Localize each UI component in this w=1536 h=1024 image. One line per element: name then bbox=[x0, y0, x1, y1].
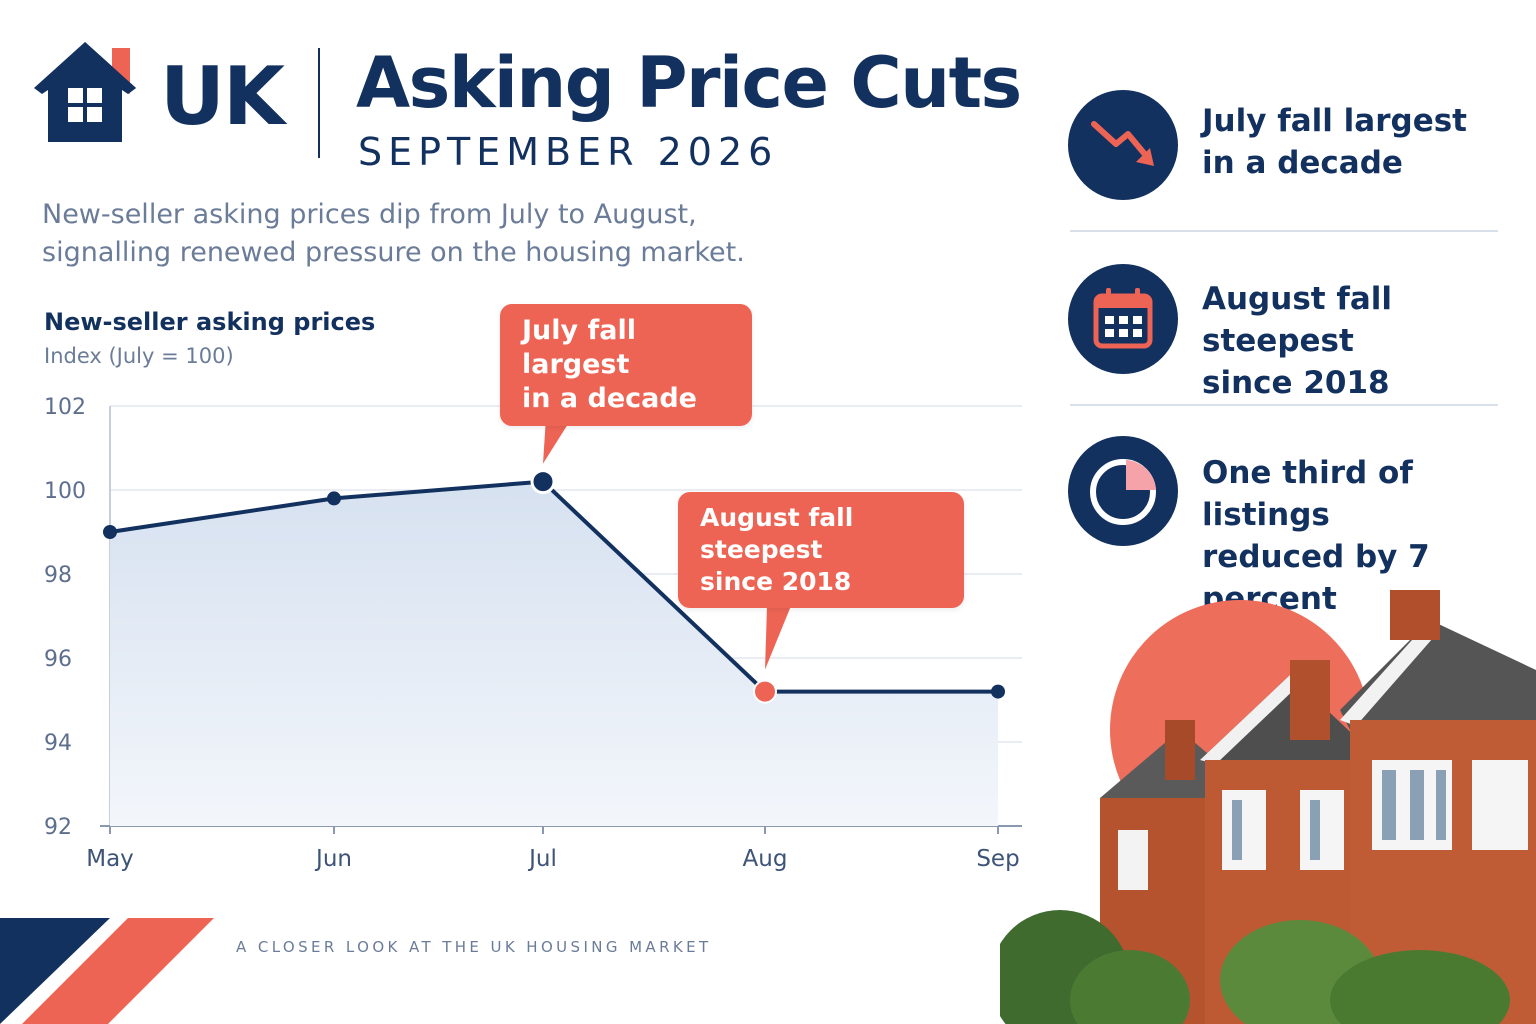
callout-august-line-2: since 2018 bbox=[700, 567, 852, 596]
header-divider bbox=[318, 48, 320, 158]
intro-line-2: signalling renewed pressure on the housi… bbox=[42, 237, 745, 268]
callout-august-line-1: August fall steepest bbox=[700, 503, 854, 564]
highlight-3-text: One third of listings reduced by 7 perce… bbox=[1202, 452, 1522, 620]
divider bbox=[1070, 230, 1498, 232]
x-tick-label-may: May bbox=[86, 846, 134, 872]
data-point-sep bbox=[991, 684, 1005, 699]
highlight-3-line-1: One third of listings bbox=[1202, 455, 1413, 533]
calendar-icon bbox=[1093, 288, 1153, 349]
data-point-jun bbox=[327, 491, 341, 506]
page-date: SEPTEMBER 2026 bbox=[358, 130, 779, 174]
highlight-1-line-1: July fall largest bbox=[1202, 103, 1467, 139]
pie-chart-icon bbox=[1090, 459, 1156, 525]
highlight-1-icon-wrap bbox=[1068, 90, 1178, 200]
chart-subtitle: Index (July = 100) bbox=[44, 344, 234, 368]
highlight-2-icon-wrap bbox=[1068, 264, 1178, 374]
highlight-3-icon-wrap bbox=[1068, 436, 1178, 546]
callout-july: July fall largest in a decade bbox=[500, 304, 752, 426]
y-tick-label: 98 bbox=[44, 563, 72, 588]
highlight-3-line-2: reduced by 7 percent bbox=[1202, 539, 1430, 617]
highlight-1-line-2: in a decade bbox=[1202, 145, 1403, 181]
y-tick-label: 100 bbox=[44, 479, 86, 504]
chart-title: New-seller asking prices bbox=[44, 308, 376, 336]
y-tick-label: 92 bbox=[44, 815, 72, 840]
data-point-aug bbox=[753, 679, 777, 704]
y-tick-label: 102 bbox=[44, 395, 86, 420]
highlight-2-text: August fall steepest since 2018 bbox=[1202, 278, 1532, 404]
x-tick-label-aug: Aug bbox=[743, 846, 788, 872]
x-tick-label-sep: Sep bbox=[976, 846, 1019, 872]
data-point-may bbox=[103, 525, 117, 539]
x-tick-label-jun: Jun bbox=[314, 846, 352, 872]
intro-line-1: New-seller asking prices dip from July t… bbox=[42, 199, 697, 230]
intro-text: New-seller asking prices dip from July t… bbox=[42, 196, 802, 272]
y-tick-label: 96 bbox=[44, 647, 72, 672]
footer-stripes-decoration bbox=[0, 918, 214, 1024]
brand-text: UK bbox=[160, 50, 285, 143]
terraced-houses-image bbox=[1000, 590, 1536, 1024]
trend-down-icon bbox=[1091, 121, 1154, 166]
footer-tagline: A CLOSER LOOK AT THE UK HOUSING MARKET bbox=[236, 938, 712, 956]
data-point-jul bbox=[530, 469, 556, 495]
callout-july-line-1: July fall largest bbox=[522, 315, 636, 380]
house-logo-icon bbox=[34, 42, 136, 142]
highlight-1-text: July fall largest in a decade bbox=[1202, 100, 1532, 184]
line-chart: 92 94 96 98 100 102 May Jun Jul Aug Sep bbox=[44, 386, 1022, 872]
chart-area-fill bbox=[110, 481, 998, 826]
page-title: Asking Price Cuts bbox=[356, 42, 1022, 124]
callout-august: August fall steepest since 2018 bbox=[678, 492, 964, 608]
highlight-2-line-1: August fall steepest bbox=[1202, 281, 1393, 359]
callout-july-line-2: in a decade bbox=[522, 383, 697, 414]
x-tick-label-jul: Jul bbox=[527, 846, 557, 872]
highlight-2-line-2: since 2018 bbox=[1202, 365, 1390, 401]
y-tick-label: 94 bbox=[44, 731, 72, 756]
divider bbox=[1070, 404, 1498, 406]
